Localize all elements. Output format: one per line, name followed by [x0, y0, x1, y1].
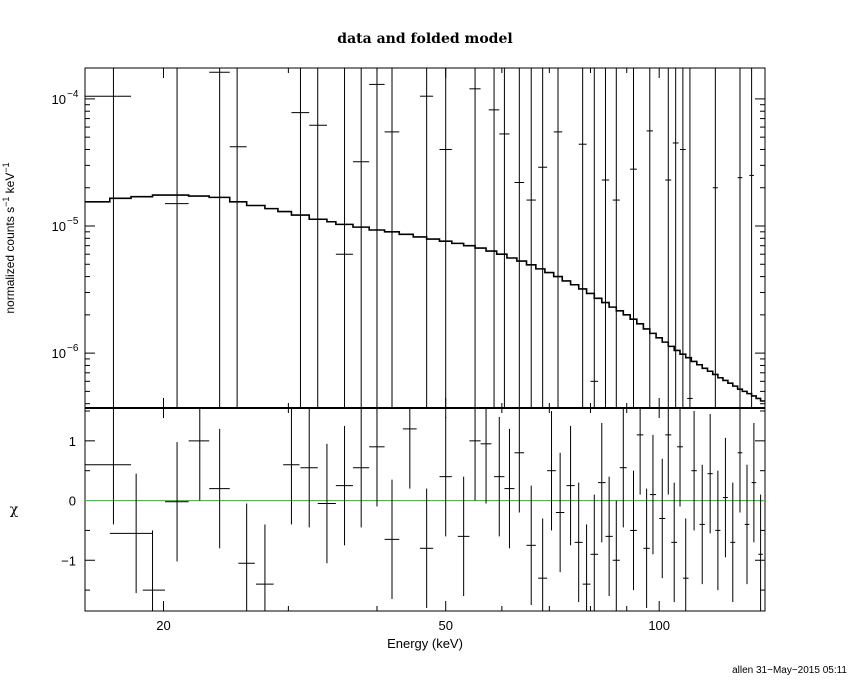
top-ylabel-prefix: normalized counts s [3, 207, 17, 314]
top-panel-frame [84, 67, 766, 409]
bottom-ylabel: χ [10, 502, 19, 518]
top-ylabel-sup1: −1 [1, 197, 11, 207]
footer-stamp: allen 31−May−2015 05:11 [732, 665, 847, 676]
bottom-ytick-label: −1 [61, 553, 76, 568]
xtick-label: 20 [156, 618, 170, 633]
model-series [85, 194, 765, 402]
bottom-ytick-label: 0 [69, 494, 76, 509]
top-ytick-label: 10 [52, 346, 66, 361]
xtick-labels: 20 50 100 [156, 618, 670, 633]
top-ylabel-mid: keV [3, 173, 17, 197]
top-ytick-exponent: −4 [67, 89, 79, 100]
top-ytick-label: 10 [52, 219, 66, 234]
top-ylabel-sup2: −1 [1, 162, 11, 172]
top-ytick-label: 10 [52, 92, 66, 107]
top-data-series [85, 68, 754, 408]
top-ytick-labels: 10−610−510−4 [52, 89, 79, 361]
bottom-panel-frame [84, 407, 766, 612]
bottom-ytick-label: 1 [69, 434, 76, 449]
top-ylabel: normalized counts s−1 keV−1 [1, 162, 17, 313]
xlabel: Energy (keV) [387, 636, 463, 651]
top-ytick-exponent: −5 [67, 216, 79, 227]
xtick-label: 50 [438, 618, 452, 633]
top-axis-ticks [85, 68, 765, 408]
bottom-ytick-labels: −1 0 1 [61, 434, 76, 568]
model-step-line [85, 194, 765, 402]
top-ytick-exponent: −6 [67, 343, 79, 354]
residual-series [85, 408, 763, 611]
bottom-axis-ticks [85, 408, 765, 611]
xtick-label: 100 [648, 618, 670, 633]
chart-title: data and folded model [337, 31, 512, 47]
